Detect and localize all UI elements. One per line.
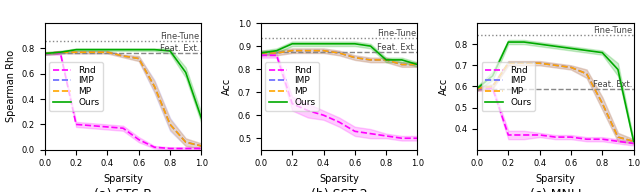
Text: Feat. Ext.: Feat. Ext. [593,79,632,89]
Title: (a) STS-B: (a) STS-B [94,189,152,192]
Y-axis label: Acc: Acc [222,78,232,95]
Text: Feat. Ext.: Feat. Ext. [376,43,416,52]
Legend: Rnd, IMP, MP, Ours: Rnd, IMP, MP, Ours [49,62,103,111]
Text: Fine-Tune: Fine-Tune [593,26,632,35]
Y-axis label: Acc: Acc [438,78,449,95]
Title: (c) MNLI: (c) MNLI [529,189,581,192]
Text: Fine-Tune: Fine-Tune [161,32,200,41]
Legend: Rnd, IMP, MP, Ours: Rnd, IMP, MP, Ours [481,62,535,111]
X-axis label: Sparsity: Sparsity [103,174,143,184]
Text: Fine-Tune: Fine-Tune [377,29,416,38]
X-axis label: Sparsity: Sparsity [319,174,359,184]
Title: (b) SST-2: (b) SST-2 [311,189,367,192]
Legend: Rnd, IMP, MP, Ours: Rnd, IMP, MP, Ours [266,62,319,111]
Y-axis label: Spearman Rho: Spearman Rho [6,50,16,122]
Text: Feat. Ext.: Feat. Ext. [161,44,200,53]
X-axis label: Sparsity: Sparsity [536,174,575,184]
